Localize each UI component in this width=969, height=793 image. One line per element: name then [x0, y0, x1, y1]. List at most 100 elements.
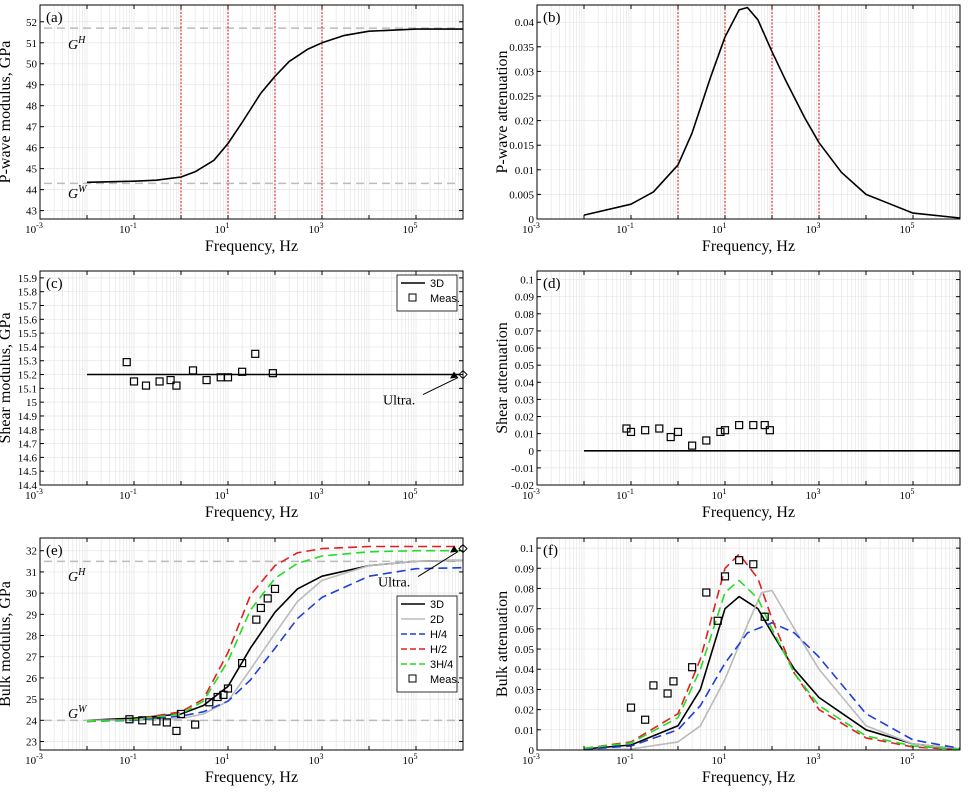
measurement-marker [663, 689, 672, 698]
axes-frame [39, 270, 464, 486]
x-tick-exponent: 1 [723, 487, 727, 496]
y-tick-label: 0.04 [515, 17, 535, 29]
measurement-marker [688, 441, 697, 450]
series-line-h4 [583, 621, 961, 751]
x-tick-label: 105 [900, 487, 915, 502]
measurement-marker [219, 690, 228, 699]
bound-label: GH [68, 35, 86, 53]
x-tick-label: 103 [309, 752, 324, 767]
measurement-marker [172, 381, 181, 390]
y-tick-label: 14.7 [18, 439, 38, 451]
x-tick-label: 103 [309, 487, 324, 502]
y-axis-label: P-wave attenuation [494, 50, 511, 173]
measurement-marker [202, 375, 211, 385]
measurement-marker [238, 367, 247, 376]
bound-label-superscript: W [78, 704, 88, 715]
y-tick-label: 0.035 [509, 42, 534, 54]
measurement-marker [641, 426, 650, 435]
bound-label-superscript: W [78, 184, 88, 195]
x-tick-base: 10 [900, 224, 912, 236]
ultrasonic-arrowhead [450, 545, 458, 553]
measurement-marker [213, 692, 222, 702]
y-tick-label: 0.03 [515, 66, 535, 78]
measurement-marker [720, 426, 730, 435]
measurement-marker [713, 616, 722, 625]
x-tick-exponent: -3 [533, 221, 540, 230]
axes-frame [536, 537, 961, 751]
x-tick-exponent: 5 [911, 752, 915, 761]
x-tick-base: 10 [900, 490, 912, 502]
measurement-marker [626, 703, 636, 712]
y-tick-label: 0.02 [515, 116, 534, 128]
measurement-marker [141, 381, 151, 390]
x-tick-label: 10-3 [25, 487, 43, 502]
measurement-marker [223, 684, 233, 693]
y-tick-label: 14.5 [18, 466, 38, 478]
measurement-marker [735, 556, 744, 565]
x-tick-exponent: 1 [723, 752, 727, 761]
measurement-marker [749, 420, 758, 430]
x-tick-base: 10 [119, 224, 131, 236]
y-tick-label: 0.1 [520, 275, 534, 287]
x-tick-base: 10 [616, 224, 628, 236]
series-line-h2 [583, 553, 961, 751]
legend-box [396, 595, 458, 693]
measurement-marker [702, 436, 711, 445]
bound-label: GH [68, 567, 86, 585]
y-tick-label: 24 [26, 715, 38, 727]
x-tick-base: 10 [616, 755, 628, 767]
legend-marker-swatch [408, 674, 417, 683]
x-tick-label: 105 [900, 221, 915, 236]
legend-entry-label: 3D [430, 599, 444, 611]
y-tick-label: 0.04 [515, 377, 535, 389]
y-tick-label: 0.04 [515, 664, 535, 676]
legend-entry-label: H/4 [430, 629, 447, 641]
x-tick-exponent: 3 [817, 487, 821, 496]
bound-label-base: G [68, 570, 78, 585]
y-tick-label: 0.07 [515, 604, 535, 616]
x-tick-base: 10 [712, 224, 724, 236]
y-tick-label: 14.6 [18, 452, 38, 464]
y-tick-label: 47 [26, 122, 38, 134]
x-tick-label: 10-3 [522, 487, 540, 502]
measurement-marker [172, 726, 181, 736]
x-tick-exponent: 5 [911, 487, 915, 496]
measurement-marker [263, 594, 272, 603]
x-tick-label: 101 [215, 221, 230, 236]
y-tick-label: 30 [26, 588, 38, 600]
y-axis-label: Shear attenuation [494, 322, 511, 434]
x-tick-label: 10-1 [616, 221, 634, 236]
y-tick-label: 15.3 [18, 356, 38, 368]
series-line-3d [86, 28, 463, 184]
x-tick-base: 10 [215, 224, 227, 236]
x-tick-base: 10 [309, 224, 321, 236]
measurement-marker [176, 709, 186, 719]
legend-entry-label: H/2 [430, 644, 447, 656]
x-tick-label: 10-1 [119, 221, 137, 236]
panel-b: 00.0050.010.0150.020.0250.030.0350.0410-… [494, 4, 961, 255]
y-tick-label: 0.1 [520, 543, 534, 555]
x-tick-exponent: 1 [723, 221, 727, 230]
ultrasonic-arrowhead [450, 371, 458, 379]
measurement-marker [626, 427, 636, 437]
y-tick-label: 14.8 [18, 425, 38, 437]
axes-frame [39, 4, 464, 220]
panel-label: (f) [543, 543, 558, 559]
x-tick-exponent: 1 [226, 752, 230, 761]
x-tick-base: 10 [403, 224, 415, 236]
y-tick-label: 14.4 [18, 480, 38, 492]
x-tick-label: 10-3 [25, 752, 43, 767]
x-tick-label: 10-3 [25, 221, 43, 236]
x-tick-base: 10 [403, 755, 415, 767]
bound-label: GW [68, 184, 88, 202]
y-tick-label: 15.1 [18, 383, 37, 395]
x-tick-base: 10 [712, 490, 724, 502]
measurement-marker [270, 584, 280, 593]
x-tick-exponent: -1 [627, 752, 634, 761]
x-tick-exponent: -1 [130, 221, 137, 230]
y-tick-label: 51 [26, 38, 37, 50]
y-tick-label: 0.08 [515, 583, 535, 595]
x-tick-exponent: -3 [36, 221, 43, 230]
